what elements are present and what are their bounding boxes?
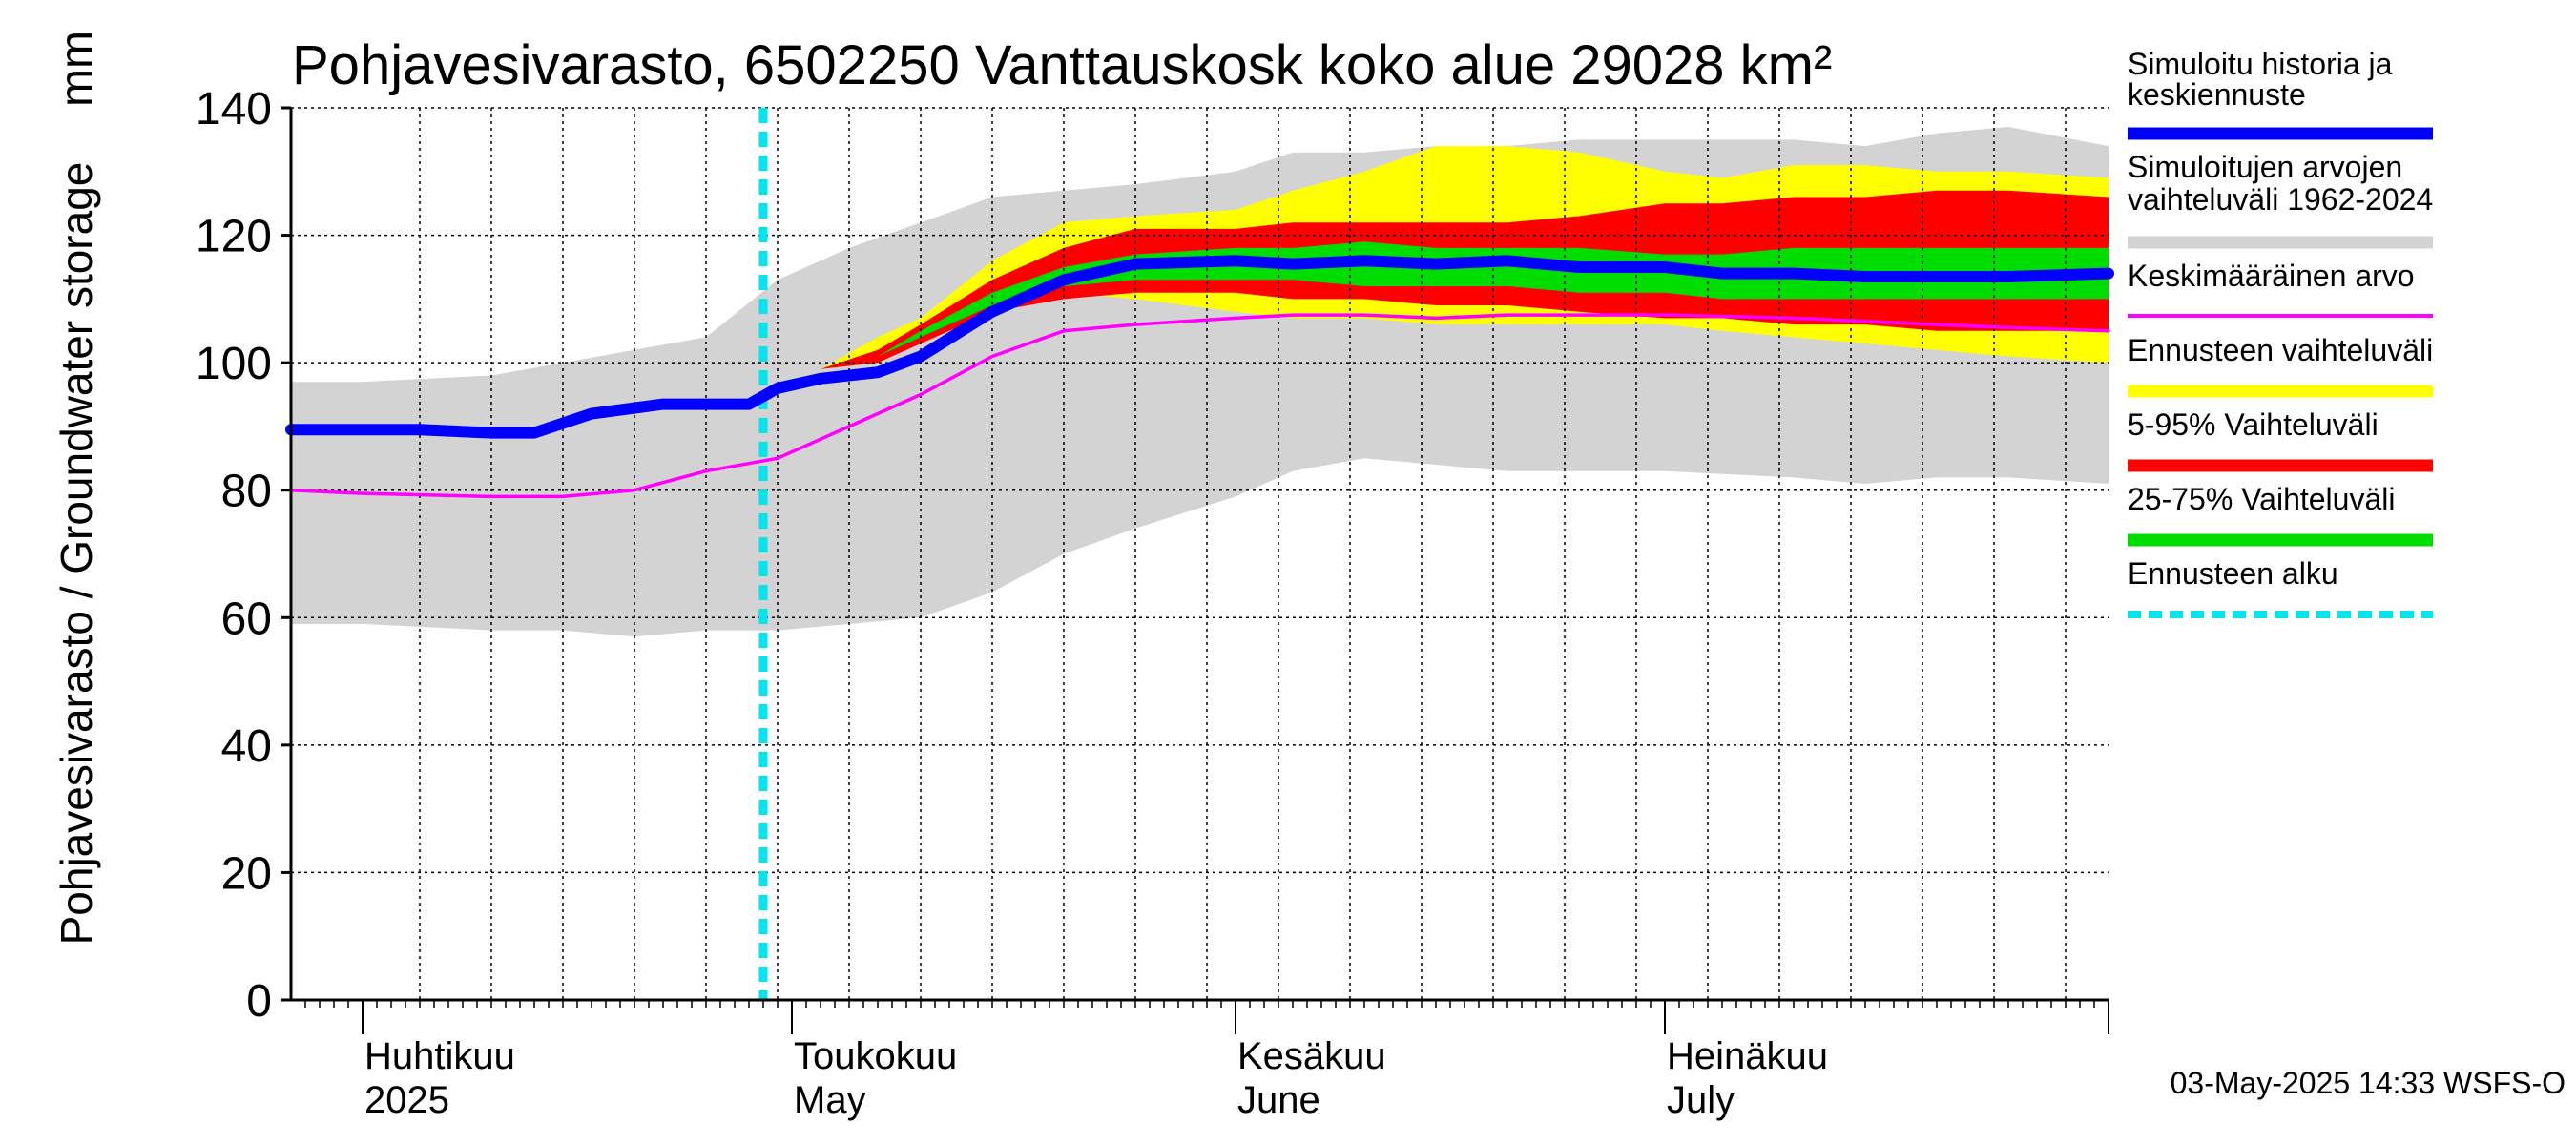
month-label: Toukokuu bbox=[794, 1035, 957, 1077]
legend-label: 25-75% Vaihteluväli bbox=[2128, 482, 2395, 516]
legend-label: Ennusteen alku bbox=[2128, 556, 2338, 591]
legend-label: Ennusteen vaihteluväli bbox=[2128, 333, 2433, 367]
chart-title: Pohjavesivarasto, 6502250 Vanttauskosk k… bbox=[292, 34, 1832, 96]
legend-label: Simuloitu historia ja bbox=[2128, 47, 2393, 81]
timestamp: 03-May-2025 14:33 WSFS-O bbox=[2171, 1066, 2566, 1100]
grid-layer bbox=[291, 107, 2109, 1000]
series-line-1 bbox=[285, 255, 2114, 439]
legend-label: keskiennuste bbox=[2128, 77, 2306, 112]
y-tick-label: 20 bbox=[221, 848, 272, 899]
y-axis-label: Pohjavesivarasto / Groundwater storage bbox=[52, 162, 101, 946]
month-label: Heinäkuu bbox=[1667, 1035, 1828, 1077]
y-tick-label: 140 bbox=[196, 84, 272, 135]
legend-label: Keskimääräinen arvo bbox=[2128, 259, 2415, 293]
y-tick-label: 0 bbox=[246, 976, 272, 1027]
y-tick-label: 60 bbox=[221, 593, 272, 644]
lines-layer bbox=[285, 108, 2114, 1000]
month-sublabel: May bbox=[794, 1079, 866, 1121]
y-tick-label: 40 bbox=[221, 721, 272, 772]
y-tick-label: 100 bbox=[196, 339, 272, 389]
legend-label: Simuloitujen arvojen bbox=[2128, 150, 2402, 184]
month-sublabel: July bbox=[1667, 1079, 1735, 1121]
month-sublabel: 2025 bbox=[364, 1079, 449, 1121]
y-tick-label: 120 bbox=[196, 212, 272, 262]
legend-label: 5-95% Vaihteluväli bbox=[2128, 407, 2379, 442]
legend-label: vaihteluväli 1962-2024 bbox=[2128, 182, 2433, 217]
month-label: Huhtikuu bbox=[364, 1035, 515, 1077]
series-line-0 bbox=[289, 313, 2110, 499]
month-sublabel: June bbox=[1237, 1079, 1320, 1121]
y-tick-label: 80 bbox=[221, 467, 272, 517]
y-axis-unit: mm bbox=[52, 31, 102, 107]
month-label: Kesäkuu bbox=[1237, 1035, 1386, 1077]
